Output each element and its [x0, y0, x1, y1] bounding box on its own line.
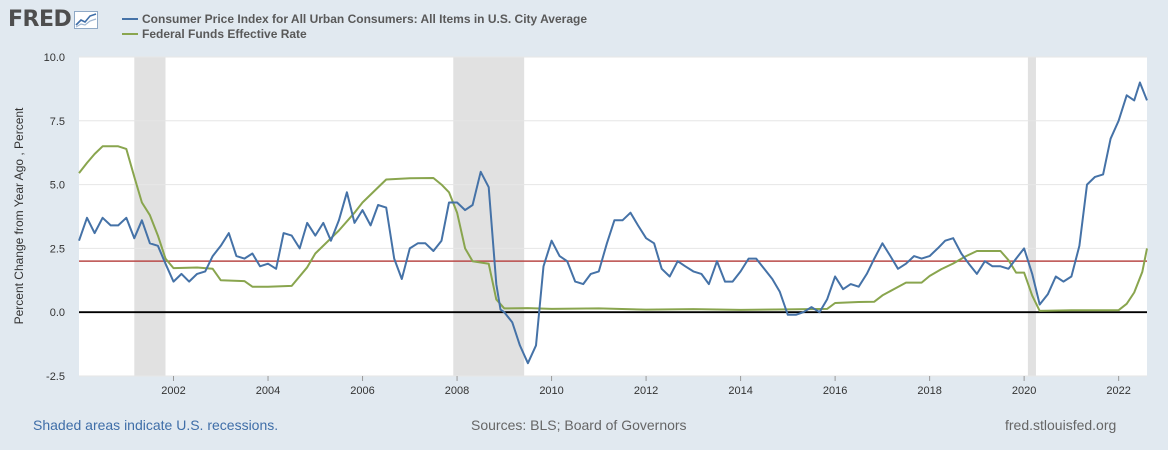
legend-swatch-fedfunds [122, 32, 138, 35]
legend-swatch-cpi [122, 17, 138, 20]
y-tick-label: 0.0 [50, 307, 65, 319]
y-tick-label: -2.5 [46, 371, 65, 383]
y-tick-label: 2.5 [50, 243, 65, 255]
legend-label-cpi: Consumer Price Index for All Urban Consu… [142, 11, 587, 26]
x-tick-label: 2020 [1012, 385, 1036, 397]
logo-text: FRED [8, 7, 72, 32]
x-tick-label: 2006 [350, 385, 374, 397]
y-tick-label: 5.0 [50, 180, 65, 192]
fred-logo[interactable]: FRED [8, 7, 99, 32]
chart: -2.5 0.0 2.5 5.0 7.5 10.0 2002 2004 2006 2008 201… [12, 52, 1148, 397]
x-tick-label: 2010 [539, 385, 563, 397]
x-tick-label: 2018 [917, 385, 941, 397]
legend-item-fedfunds[interactable]: Federal Funds Effective Rate [122, 26, 587, 41]
y-axis-label: Percent Change from Year Ago , Percent [12, 107, 26, 324]
x-tick-label: 2004 [256, 385, 280, 397]
legend-label-fedfunds: Federal Funds Effective Rate [142, 26, 307, 41]
x-tick-label: 2008 [445, 385, 469, 397]
y-tick-label: 7.5 [50, 116, 65, 128]
x-tick-label: 2016 [823, 385, 847, 397]
line-chart-icon [74, 10, 99, 29]
x-tick-label: 2022 [1106, 385, 1130, 397]
x-tick-label: 2012 [634, 385, 658, 397]
plot-area [79, 57, 1147, 376]
recession-band-2 [1027, 57, 1036, 376]
x-tick-label: 2014 [728, 385, 752, 397]
series-line-cpi[interactable] [78, 81, 1148, 365]
x-tick-label: 2002 [161, 385, 185, 397]
site-link[interactable]: fred.stlouisfed.org [1005, 417, 1117, 433]
recession-note: Shaded areas indicate U.S. recessions. [33, 417, 279, 433]
legend-item-cpi[interactable]: Consumer Price Index for All Urban Consu… [122, 11, 587, 26]
series-line-fedfunds[interactable] [78, 145, 1148, 312]
chart-legend: Consumer Price Index for All Urban Consu… [122, 11, 587, 41]
y-tick-label: 10.0 [44, 52, 65, 64]
sources-text: Sources: BLS; Board of Governors [471, 417, 687, 433]
